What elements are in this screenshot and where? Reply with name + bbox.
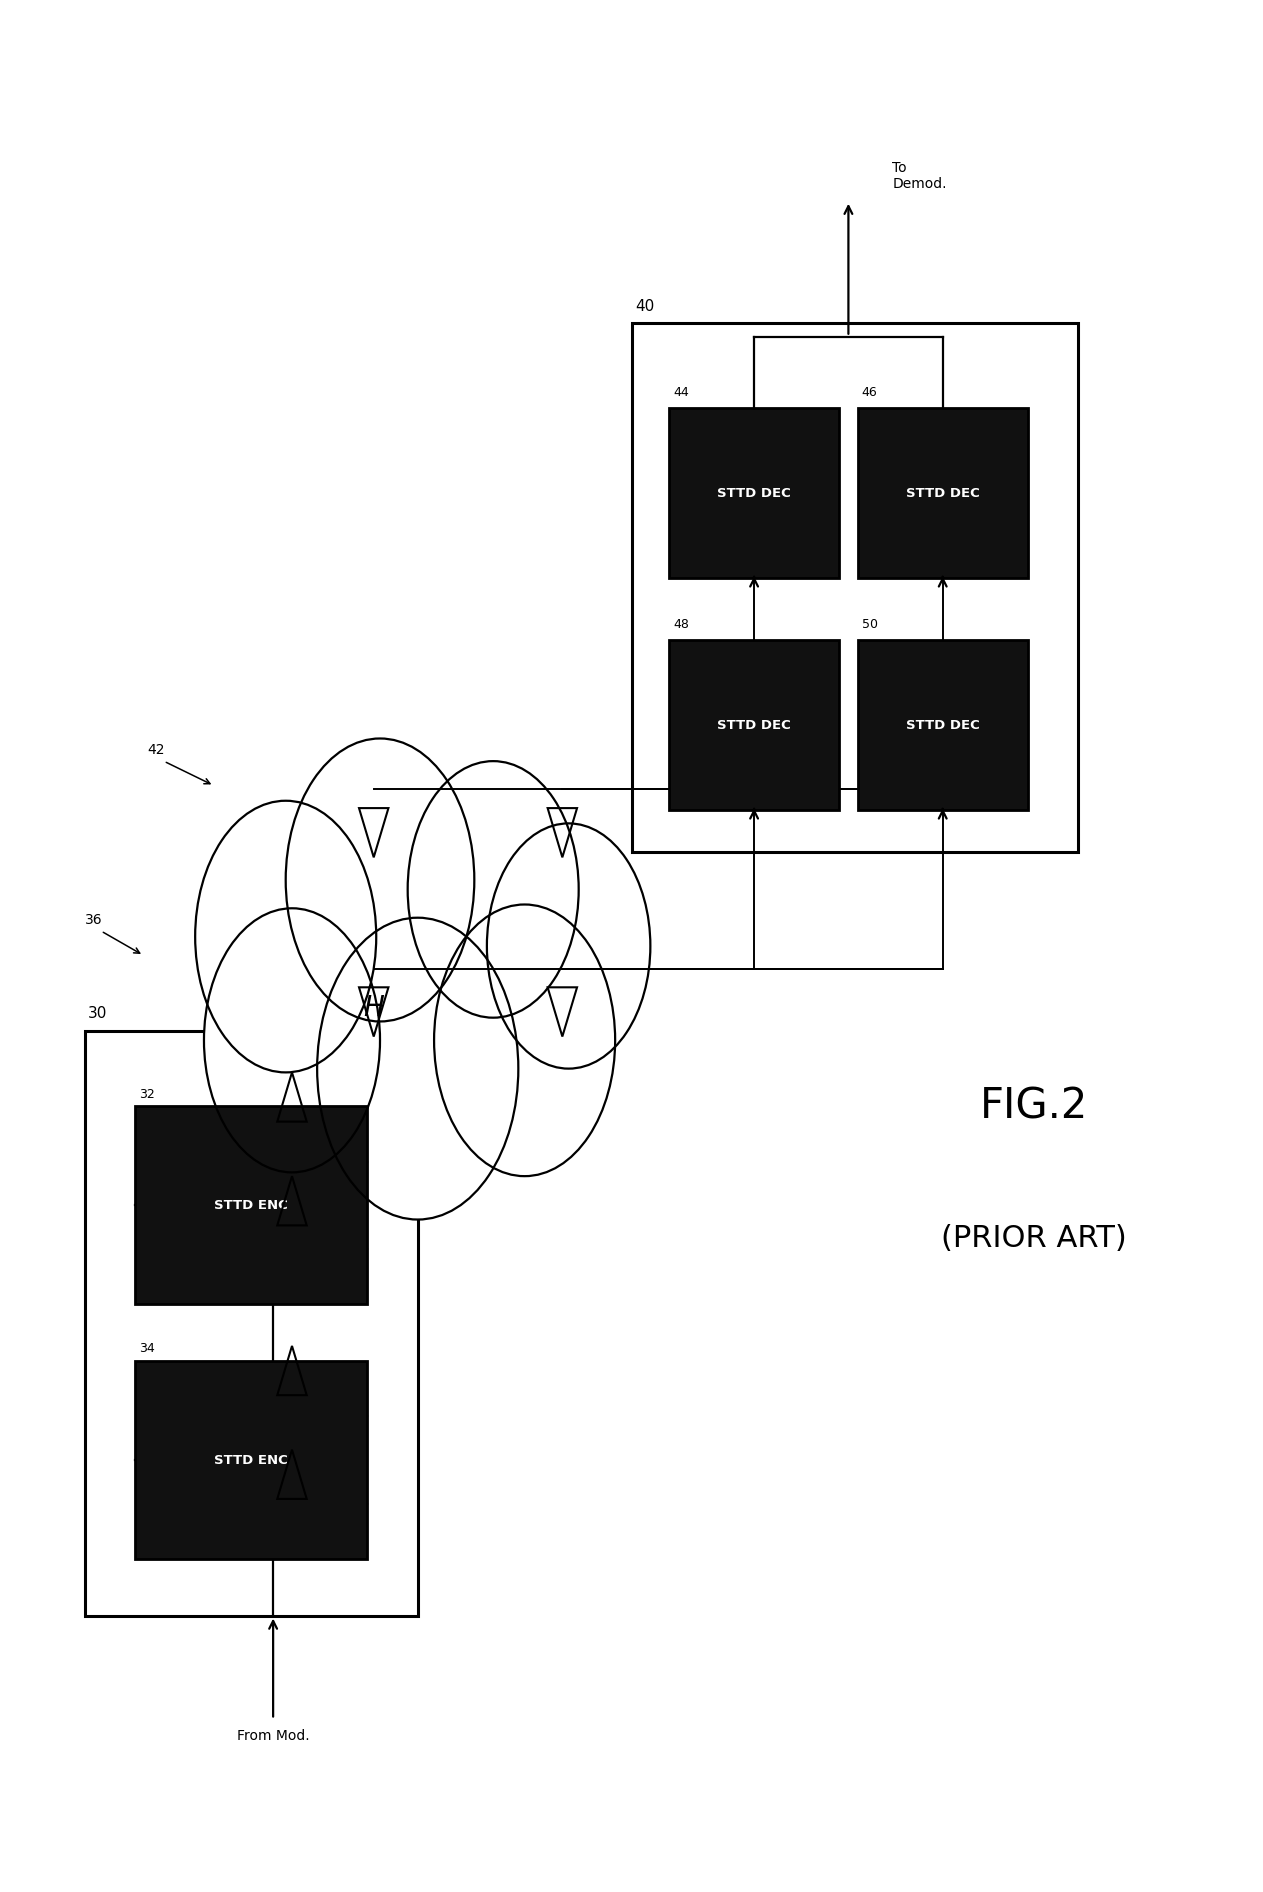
Text: 46: 46 bbox=[861, 386, 878, 399]
Text: STTD DEC: STTD DEC bbox=[906, 486, 980, 499]
Text: 34: 34 bbox=[139, 1341, 154, 1355]
FancyBboxPatch shape bbox=[858, 409, 1028, 579]
FancyBboxPatch shape bbox=[135, 1360, 368, 1559]
Circle shape bbox=[488, 823, 650, 1069]
FancyBboxPatch shape bbox=[135, 1107, 368, 1304]
Text: 36: 36 bbox=[85, 914, 102, 927]
Circle shape bbox=[423, 783, 563, 995]
Text: 30: 30 bbox=[88, 1007, 107, 1022]
Circle shape bbox=[408, 761, 578, 1018]
Text: 42: 42 bbox=[148, 744, 165, 757]
Circle shape bbox=[196, 800, 376, 1073]
Circle shape bbox=[434, 904, 615, 1177]
Text: FIG.2: FIG.2 bbox=[980, 1086, 1087, 1128]
Circle shape bbox=[211, 825, 360, 1048]
Circle shape bbox=[451, 929, 599, 1152]
Circle shape bbox=[335, 944, 500, 1192]
Text: 50: 50 bbox=[861, 619, 878, 630]
Circle shape bbox=[203, 908, 380, 1173]
FancyBboxPatch shape bbox=[632, 324, 1077, 851]
Text: 32: 32 bbox=[139, 1088, 154, 1101]
Text: STTD ENC: STTD ENC bbox=[215, 1453, 288, 1466]
Text: To
Demod.: To Demod. bbox=[893, 161, 947, 191]
Circle shape bbox=[220, 933, 364, 1148]
Text: H: H bbox=[364, 995, 384, 1022]
FancyBboxPatch shape bbox=[85, 1031, 418, 1616]
FancyBboxPatch shape bbox=[858, 639, 1028, 810]
Text: From Mod.: From Mod. bbox=[237, 1729, 309, 1743]
Text: 44: 44 bbox=[673, 386, 688, 399]
Circle shape bbox=[303, 764, 457, 995]
Text: STTD DEC: STTD DEC bbox=[717, 719, 791, 732]
Text: STTD DEC: STTD DEC bbox=[906, 719, 980, 732]
FancyBboxPatch shape bbox=[669, 409, 839, 579]
Circle shape bbox=[317, 918, 518, 1220]
Text: 48: 48 bbox=[673, 619, 688, 630]
Text: STTD ENC: STTD ENC bbox=[215, 1200, 288, 1213]
Text: STTD DEC: STTD DEC bbox=[717, 486, 791, 499]
Text: 40: 40 bbox=[635, 299, 654, 314]
Circle shape bbox=[285, 738, 475, 1022]
Text: (PRIOR ART): (PRIOR ART) bbox=[941, 1224, 1127, 1253]
Circle shape bbox=[501, 846, 635, 1046]
FancyBboxPatch shape bbox=[669, 639, 839, 810]
